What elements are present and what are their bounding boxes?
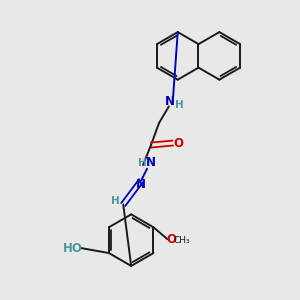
Text: O: O <box>174 136 184 150</box>
Text: O: O <box>166 233 176 246</box>
Text: N: N <box>146 156 156 170</box>
Text: HO: HO <box>63 242 83 255</box>
Text: H: H <box>175 100 184 110</box>
Text: N: N <box>165 95 175 108</box>
Text: N: N <box>136 178 146 191</box>
Text: H: H <box>111 196 120 206</box>
Text: CH₃: CH₃ <box>174 236 190 245</box>
Text: H: H <box>138 158 146 168</box>
